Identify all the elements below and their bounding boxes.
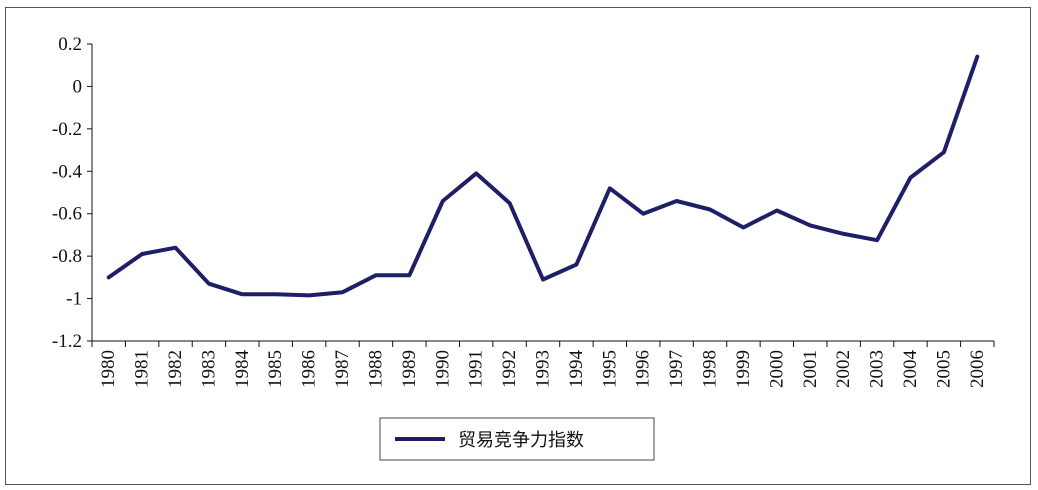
y-tick-label: -1 bbox=[66, 289, 82, 310]
y-tick-label: -0.8 bbox=[52, 246, 82, 267]
series-line bbox=[106, 54, 980, 298]
x-tick-label: 1981 bbox=[132, 350, 153, 388]
x-tick-label: 1998 bbox=[700, 350, 721, 388]
x-tick-label: 2004 bbox=[900, 350, 921, 389]
y-tick-label: -0.4 bbox=[52, 161, 83, 182]
legend-label: 贸易竞争力指数 bbox=[458, 430, 584, 451]
x-tick-label: 1995 bbox=[599, 350, 620, 388]
x-tick-label: 2006 bbox=[967, 350, 988, 388]
x-tick-label: 2001 bbox=[800, 350, 821, 388]
x-tick-label: 1987 bbox=[332, 350, 353, 388]
x-tick-label: 1980 bbox=[98, 350, 119, 388]
x-tick-label: 1990 bbox=[432, 350, 453, 388]
x-tick-label: 1994 bbox=[566, 350, 587, 389]
series-group bbox=[106, 54, 980, 298]
y-axis: 0.2 0 -0.2 -0.4 -0.6 -0.8 -1 -1.2 bbox=[52, 34, 93, 352]
y-tick-label: -0.2 bbox=[52, 119, 82, 140]
y-tick-label: -0.6 bbox=[52, 204, 82, 225]
x-tick-label: 1991 bbox=[466, 350, 487, 388]
x-tick-label: 1986 bbox=[299, 350, 320, 388]
x-tick-label: 1983 bbox=[198, 350, 219, 388]
x-tick-label: 1988 bbox=[365, 350, 386, 388]
legend: 贸易竞争力指数 bbox=[379, 417, 655, 461]
x-tick-label: 1992 bbox=[499, 350, 520, 388]
x-axis: 1980 1981 1982 1983 1984 1985 1986 1987 1988 1989… bbox=[91, 340, 995, 389]
x-tick-label: 1997 bbox=[666, 350, 687, 388]
y-tick-label: 0.2 bbox=[58, 34, 82, 55]
y-tick-label: 0 bbox=[73, 76, 83, 97]
x-tick-label: 1993 bbox=[533, 350, 554, 388]
x-tick-label: 1996 bbox=[633, 350, 654, 388]
x-tick-label: 1985 bbox=[265, 350, 286, 388]
x-tick-label: 2002 bbox=[833, 350, 854, 388]
x-tick-label: 1989 bbox=[399, 350, 420, 388]
y-tick-label: -1.2 bbox=[52, 331, 82, 352]
x-tick-label: 2003 bbox=[867, 350, 888, 388]
x-tick-label: 1999 bbox=[733, 350, 754, 388]
x-tick-label: 1984 bbox=[232, 350, 253, 389]
x-tick-label: 1982 bbox=[165, 350, 186, 388]
x-tick-label: 2000 bbox=[766, 350, 787, 388]
x-tick-label: 2005 bbox=[933, 350, 954, 388]
